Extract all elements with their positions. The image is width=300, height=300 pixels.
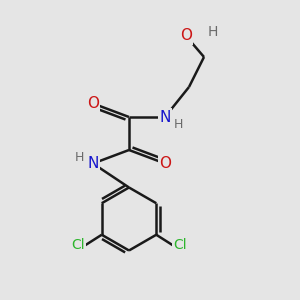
Text: N: N — [87, 156, 99, 171]
Text: H: H — [208, 25, 218, 38]
Text: H: H — [174, 118, 183, 131]
Text: O: O — [87, 96, 99, 111]
Text: O: O — [180, 28, 192, 44]
Text: Cl: Cl — [173, 238, 187, 252]
Text: Cl: Cl — [71, 238, 85, 252]
Text: N: N — [159, 110, 171, 124]
Text: O: O — [159, 156, 171, 171]
Text: H: H — [75, 151, 84, 164]
